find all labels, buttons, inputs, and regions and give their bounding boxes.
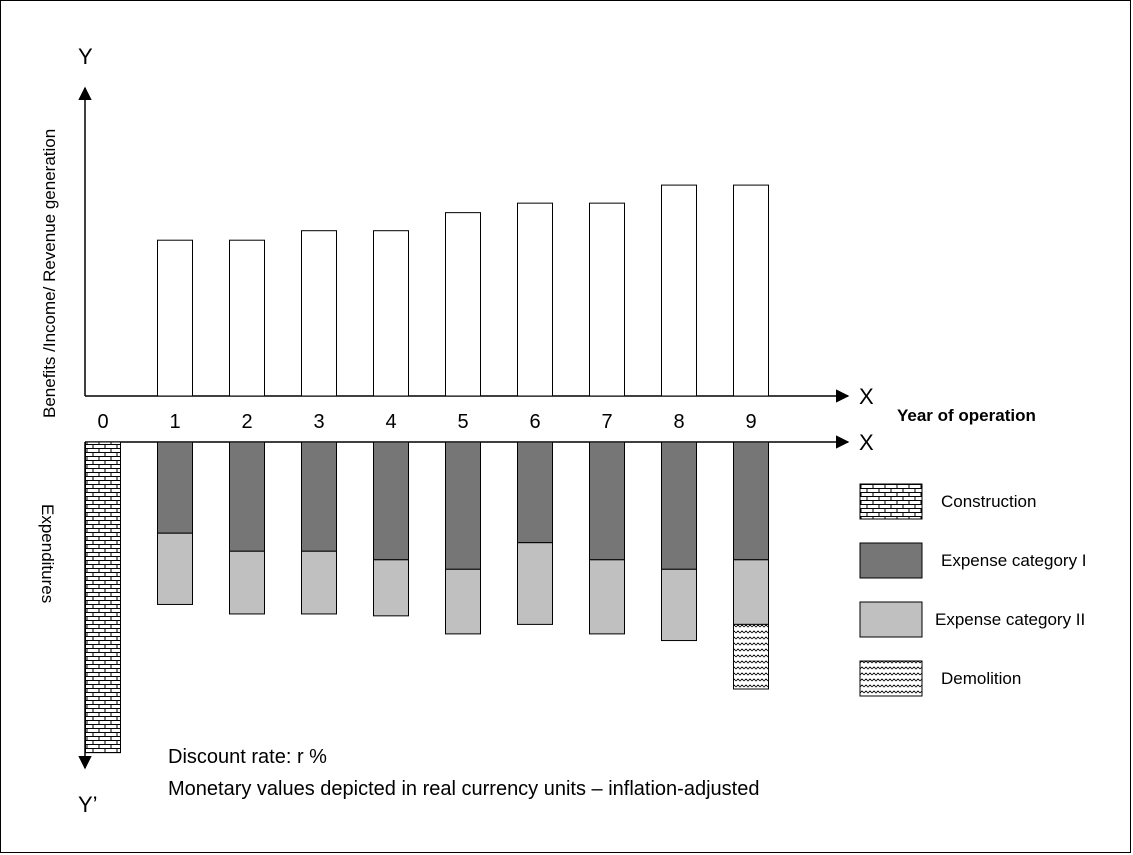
expense-category-ii-bar [661,568,697,642]
x-tick-label: 3 [313,411,324,433]
x-tick-label: 1 [169,411,180,433]
y-top-letter: Y [78,44,93,69]
x-tick-label: 7 [601,411,612,433]
expense-category-ii-bar [301,550,337,615]
expense-category-i-bar [445,441,481,570]
legend-swatch [859,601,923,638]
expense-category-i-bar [301,441,337,552]
note-real-currency: Monetary values depicted in real currenc… [168,778,759,800]
legend-label: Expense category I [941,551,1087,570]
legend-swatch [859,660,923,697]
note-discount-rate: Discount rate: r % [168,746,327,768]
x-tick-label: 8 [673,411,684,433]
x-lower-letter: X [859,430,874,455]
expense-category-i-bar [589,441,625,561]
expense-category-ii-bar [589,559,625,635]
benefit-bar [445,212,481,397]
demolition-bar [733,623,769,690]
benefit-bar [517,202,553,397]
y-axis-label-lower: Expenditures [38,504,57,603]
expense-category-ii-bar [229,550,265,615]
y-axis-label-upper: Benefits /Income/ Revenue generation [40,129,59,418]
x-upper-letter: X [859,384,874,409]
expense-category-ii-bar [157,532,193,605]
expense-category-i-bar [661,441,697,570]
benefit-bar [733,184,769,397]
y-bottom-letter: Y’ [78,792,98,817]
expense-category-ii-bar [445,568,481,635]
expense-category-ii-bar [373,559,409,617]
x-tick-label: 2 [241,411,252,433]
legend-label: Demolition [941,669,1021,688]
benefit-bar [373,230,409,397]
benefit-bar [301,230,337,397]
expense-category-i-bar [157,441,193,534]
expense-category-i-bar [517,441,553,544]
benefit-bar [589,202,625,397]
benefit-bar [229,239,265,397]
legend-label: Construction [941,492,1036,511]
expense-category-ii-bar [517,542,553,625]
x-tick-label: 9 [745,411,756,433]
x-tick-label: 0 [97,411,108,433]
benefit-bar [661,184,697,397]
expense-category-i-bar [733,441,769,561]
x-tick-label: 6 [529,411,540,433]
legend-swatch [859,542,923,579]
x-axis-label: Year of operation [897,406,1036,425]
construction-bar [85,441,121,754]
expense-category-i-bar [229,441,265,552]
expense-category-i-bar [373,441,409,561]
x-tick-label: 4 [385,411,396,433]
legend-label: Expense category II [935,610,1085,629]
expense-category-ii-bar [733,559,769,625]
benefit-bar [157,239,193,397]
x-tick-label: 5 [457,411,468,433]
legend-swatch [859,483,923,520]
